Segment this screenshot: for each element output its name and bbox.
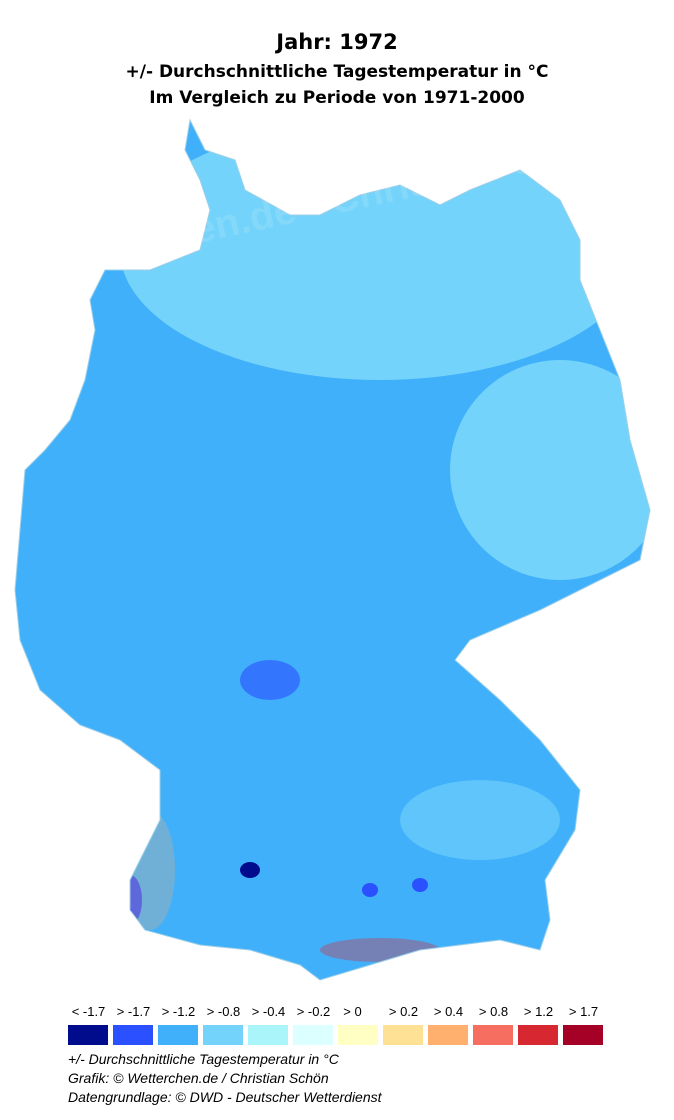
legend-swatch	[338, 1025, 378, 1045]
footer-unit: +/- Durchschnittliche Tagestemperatur in…	[68, 1051, 339, 1067]
legend-swatch	[563, 1025, 603, 1045]
legend-swatch	[158, 1025, 198, 1045]
legend-swatch	[203, 1025, 243, 1045]
legend-label: > 0	[343, 1004, 362, 1019]
footer-source: Datengrundlage: © DWD - Deutscher Wetter…	[68, 1089, 382, 1105]
legend-swatch	[383, 1025, 423, 1045]
legend-labels: < -1.7 > -1.7 > -1.2 > -0.8 > -0.4 > -0.…	[68, 1004, 608, 1022]
legend-swatch	[68, 1025, 108, 1045]
legend-label: > 0.2	[388, 1004, 419, 1019]
map-subtitle-period: Im Vergleich zu Periode von 1971-2000	[149, 88, 525, 108]
legend-label: > 0.8	[478, 1004, 509, 1019]
map-subtitle: +/- Durchschnittliche Tagestemperatur in…	[125, 62, 549, 82]
legend-swatch	[518, 1025, 558, 1045]
map-title-year: Jahr: 1972	[276, 30, 398, 54]
legend-swatch	[113, 1025, 153, 1045]
legend-label: > 1.2	[523, 1004, 554, 1019]
footer-credit: Grafik: © Wetterchen.de / Christian Schö…	[68, 1070, 329, 1086]
legend-label: > 0.4	[433, 1004, 464, 1019]
legend-swatch	[428, 1025, 468, 1045]
legend-swatch	[473, 1025, 513, 1045]
legend-label: > -0.2	[296, 1004, 331, 1019]
legend-label: > -0.8	[206, 1004, 241, 1019]
legend-swatch	[248, 1025, 288, 1045]
legend-label: > -1.7	[116, 1004, 151, 1019]
germany-temperature-map	[14, 119, 651, 981]
legend-swatch	[293, 1025, 333, 1045]
legend-label: > -0.4	[251, 1004, 286, 1019]
legend-label: > 1.7	[568, 1004, 599, 1019]
legend-label: > -1.2	[161, 1004, 196, 1019]
legend-label: < -1.7	[71, 1004, 106, 1019]
